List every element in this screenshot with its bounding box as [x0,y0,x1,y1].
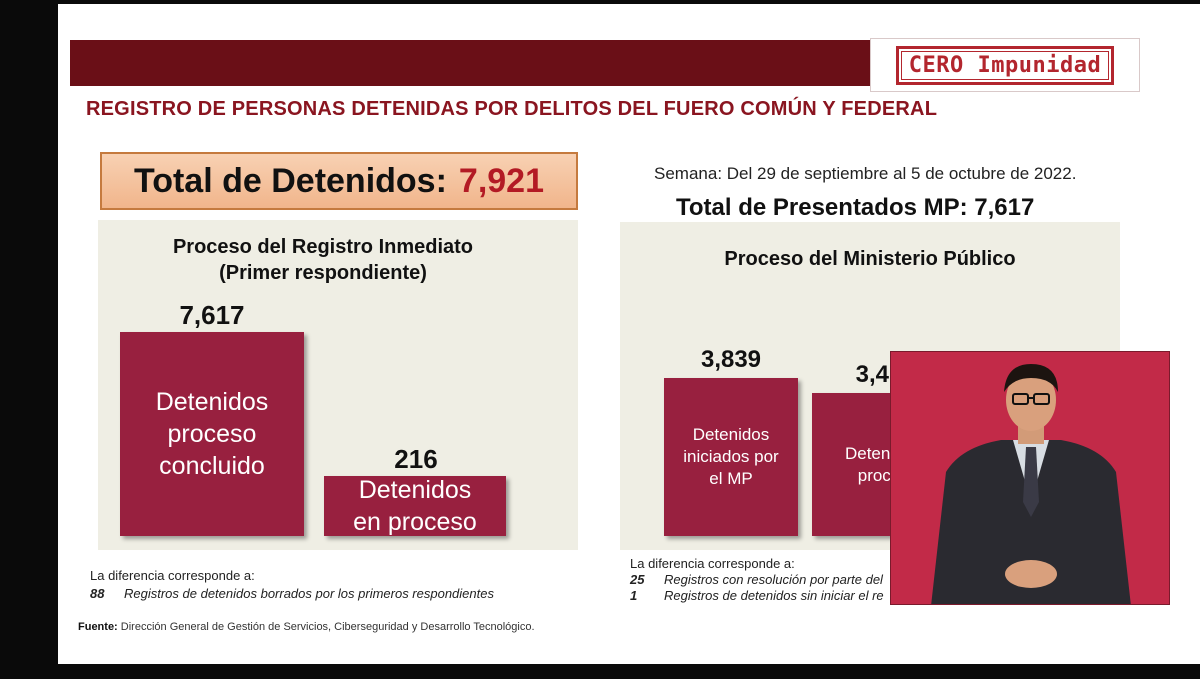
left-note-item: 88 Registros de detenidos borrados por lo… [90,586,494,601]
total-detenidos-box: Total de Detenidos: 7,921 [100,152,578,210]
sign-language-interpreter-video [890,351,1170,605]
source-label: Fuente: [78,621,118,633]
week-range: Semana: Del 29 de septiembre al 5 de oct… [654,164,1077,183]
note-text: Registros de detenidos sin iniciar el re [664,588,884,603]
right-note-intro: La diferencia corresponde a: [630,556,795,571]
total-presentados: Total de Presentados MP: 7,617 [676,194,1035,221]
source-note: Fuente: Dirección General de Gestión de … [78,621,535,633]
right-panel-title: Proceso del Ministerio Público [724,248,1016,270]
cero-impunidad-logo: CERO Impunidad [870,38,1140,92]
bar-label-line: Detenidos [692,425,770,444]
total-detenidos-value: 7,921 [458,161,545,200]
interpreter-figure [891,352,1169,604]
bar-label-line: en proceso [353,508,477,536]
left-note-intro: La diferencia corresponde a: [90,568,255,583]
slide: CERO Impunidad REGISTRO DE PERSONAS DETE… [58,4,1200,664]
page-title: REGISTRO DE PERSONAS DETENIDAS POR DELIT… [86,98,938,120]
data-label-3839: 3,839 [700,346,762,373]
note-count: 1 [630,588,638,603]
bar-detenidos-en-proceso: Detenidos en proceso [324,476,506,536]
note-text: Registros de detenidos borrados por los … [124,586,494,601]
bar-label-line: concluido [159,452,265,480]
bar-detenidos-iniciados-mp: Detenidos iniciados por el MP [664,378,798,536]
bar-label-line: Detenidos [358,476,472,504]
bar-label-line: Detenidos [155,388,269,416]
data-label-7617: 7,617 [179,300,245,330]
bar-label-line: proceso [167,420,257,448]
bar-detenidos-proceso-concluido: Detenidos proceso concluido [120,332,304,536]
total-detenidos-label: Total de Detenidos: [133,161,447,200]
right-note-item-2: 1 Registros de detenidos sin iniciar el r… [630,588,884,603]
bar-label-line: iniciados por [683,447,779,466]
note-count: 88 [90,586,105,601]
source-text: Dirección General de Gestión de Servicio… [120,621,535,633]
left-panel-title: Proceso del Registro Inmediato (Primer r… [98,234,548,286]
logo-text: CERO Impunidad [895,45,1115,85]
data-label-216: 216 [394,444,438,474]
bar-label-line: el MP [709,469,753,488]
left-title-line2: (Primer respondiente) [219,262,427,284]
note-text: Registros con resolución por parte del [664,572,883,587]
right-note-item-1: 25 Registros con resolución por parte del [630,572,883,587]
note-count: 25 [630,572,645,587]
left-title-line1: Proceso del Registro Inmediato [172,236,474,258]
bar-label-line: proce [857,465,901,485]
